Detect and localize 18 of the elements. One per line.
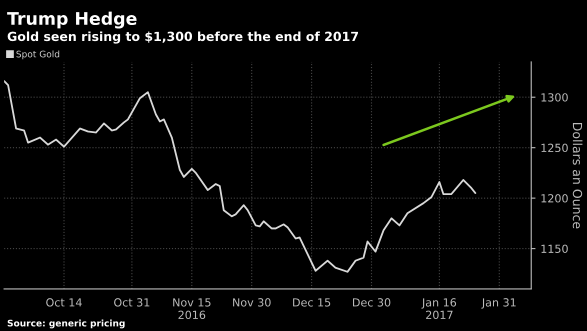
y-tick-label: 1300 — [541, 93, 568, 102]
y-tick-label: 1250 — [541, 144, 568, 152]
x-tick-label: Nov 30 — [233, 298, 271, 307]
legend-label: Spot Gold — [16, 50, 60, 60]
y-tick-label: 1200 — [541, 194, 568, 203]
chart-title: Trump Hedge — [7, 12, 137, 29]
x-tick-label: Oct 14 — [46, 298, 82, 307]
chart-subtitle: Gold seen rising to $1,300 before the end of 2017 — [8, 31, 358, 44]
x-tick-label: Jan 31 — [481, 298, 516, 309]
source-note: Source: generic pricing — [8, 320, 125, 328]
x-tick-label: Jan 16 2017 — [421, 298, 456, 320]
x-tick-label: Oct 31 — [114, 298, 150, 307]
x-tick-label: Dec 30 — [353, 298, 390, 307]
y-axis-title: Dollars an Ounce — [572, 123, 582, 228]
line-series — [4, 80, 476, 273]
y-tick-label: 1150 — [541, 244, 568, 253]
x-tick-label: Nov 15 2016 — [173, 298, 211, 320]
x-tick-label: Dec 15 — [293, 298, 330, 307]
